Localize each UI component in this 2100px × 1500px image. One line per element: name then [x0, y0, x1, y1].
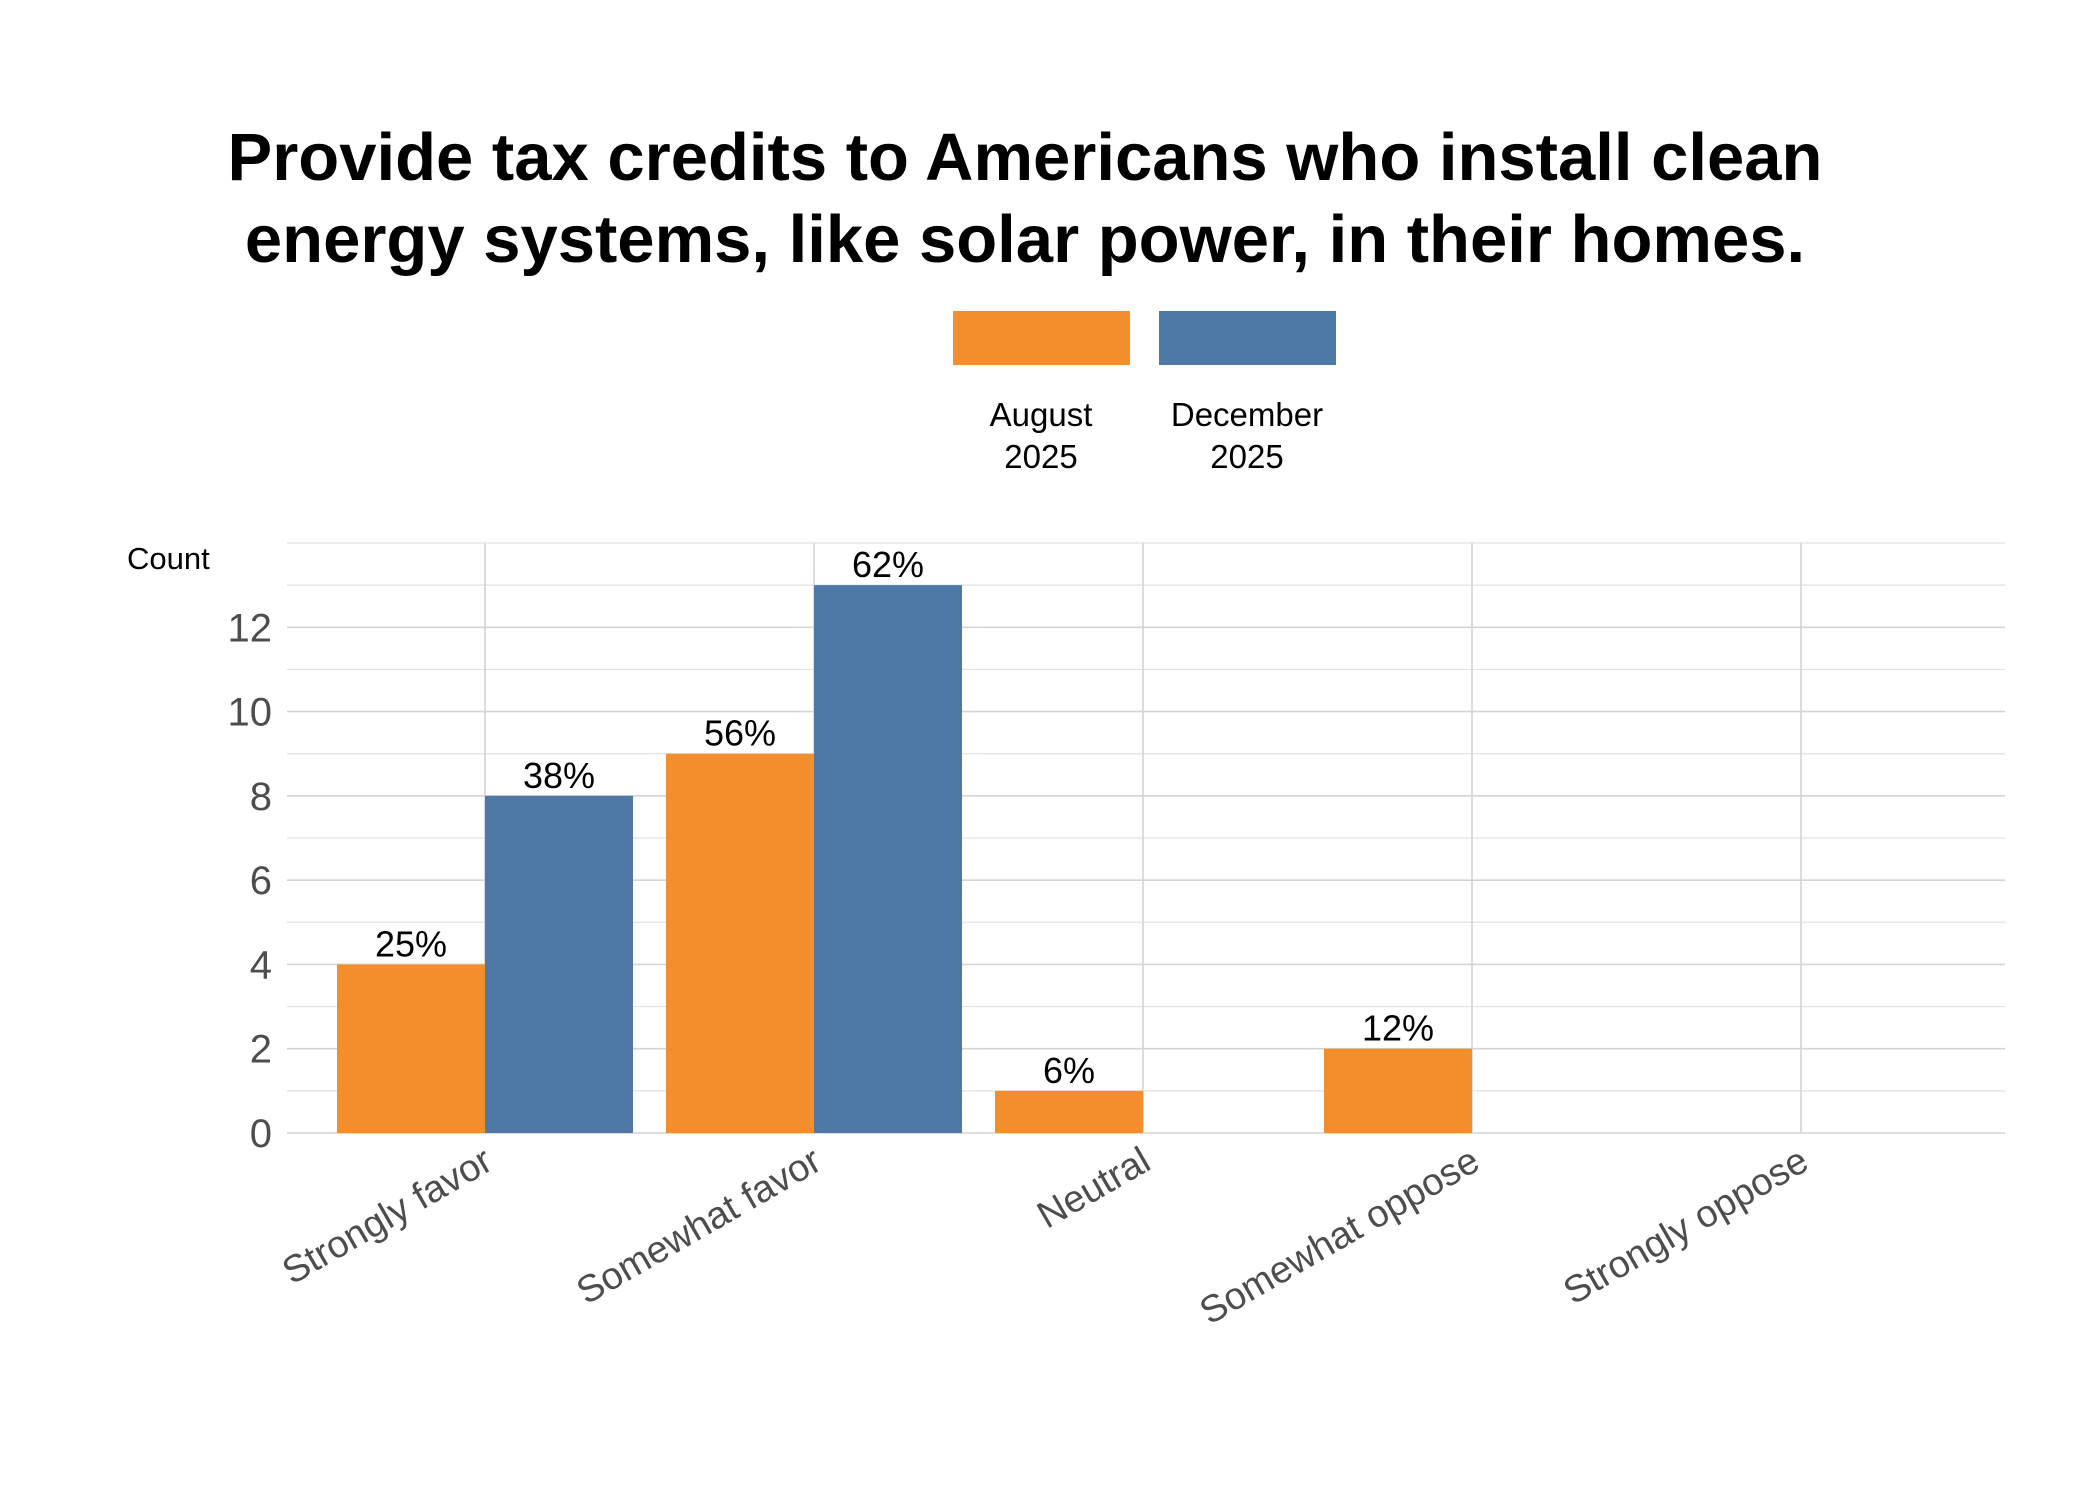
bar-august-2025-somewhat-oppose [1324, 1048, 1472, 1133]
legend-label-august-line-1: August [990, 396, 1093, 433]
legend: August 2025 December 2025 [953, 311, 1336, 475]
data-label-august-2025-somewhat-oppose: 12% [1362, 1008, 1434, 1049]
y-tick-label: 12 [228, 606, 273, 650]
y-tick-label: 8 [250, 775, 272, 819]
legend-label-august-line-2: 2025 [1004, 438, 1077, 475]
chart-title-line-1: Provide tax credits to Americans who ins… [228, 120, 1823, 195]
y-tick-label: 6 [250, 859, 272, 903]
chart-title-line-2: energy systems, like solar power, in the… [245, 202, 1805, 277]
x-tick-label-strongly-oppose: Strongly oppose [1557, 1139, 1816, 1313]
x-tick-label-somewhat-oppose: Somewhat oppose [1193, 1139, 1487, 1333]
x-tick-label-somewhat-favor: Somewhat favor [570, 1139, 829, 1313]
data-label-december-2025-somewhat-favor: 62% [852, 544, 924, 585]
data-labels: 25% 56% 6% 12% 38% 62% [375, 544, 1434, 1091]
legend-swatch-december-2025 [1159, 311, 1336, 365]
data-label-august-2025-somewhat-favor: 56% [704, 713, 776, 754]
y-axis-label: Count [127, 541, 210, 576]
data-label-december-2025-strongly-favor: 38% [523, 755, 595, 796]
x-tick-label-strongly-favor: Strongly favor [275, 1139, 499, 1293]
legend-label-december-line-2: 2025 [1210, 438, 1283, 475]
legend-label-december-line-1: December [1171, 396, 1323, 433]
legend-swatch-august-2025 [953, 311, 1130, 365]
y-tick-label: 4 [250, 943, 272, 987]
data-label-august-2025-strongly-favor: 25% [375, 923, 447, 964]
bar-august-2025-neutral [995, 1090, 1143, 1133]
bar-august-2025-somewhat-favor [666, 753, 814, 1133]
y-tick-label: 10 [228, 691, 273, 735]
x-tick-label-neutral: Neutral [1030, 1139, 1157, 1237]
bar-december-2025-strongly-favor [485, 795, 633, 1133]
bar-december-2025-somewhat-favor [814, 585, 962, 1133]
data-label-august-2025-neutral: 6% [1043, 1050, 1095, 1091]
y-tick-label: 2 [250, 1028, 272, 1072]
y-tick-label: 0 [250, 1112, 272, 1156]
bar-august-2025-strongly-favor [337, 964, 485, 1133]
bars [337, 585, 1472, 1133]
